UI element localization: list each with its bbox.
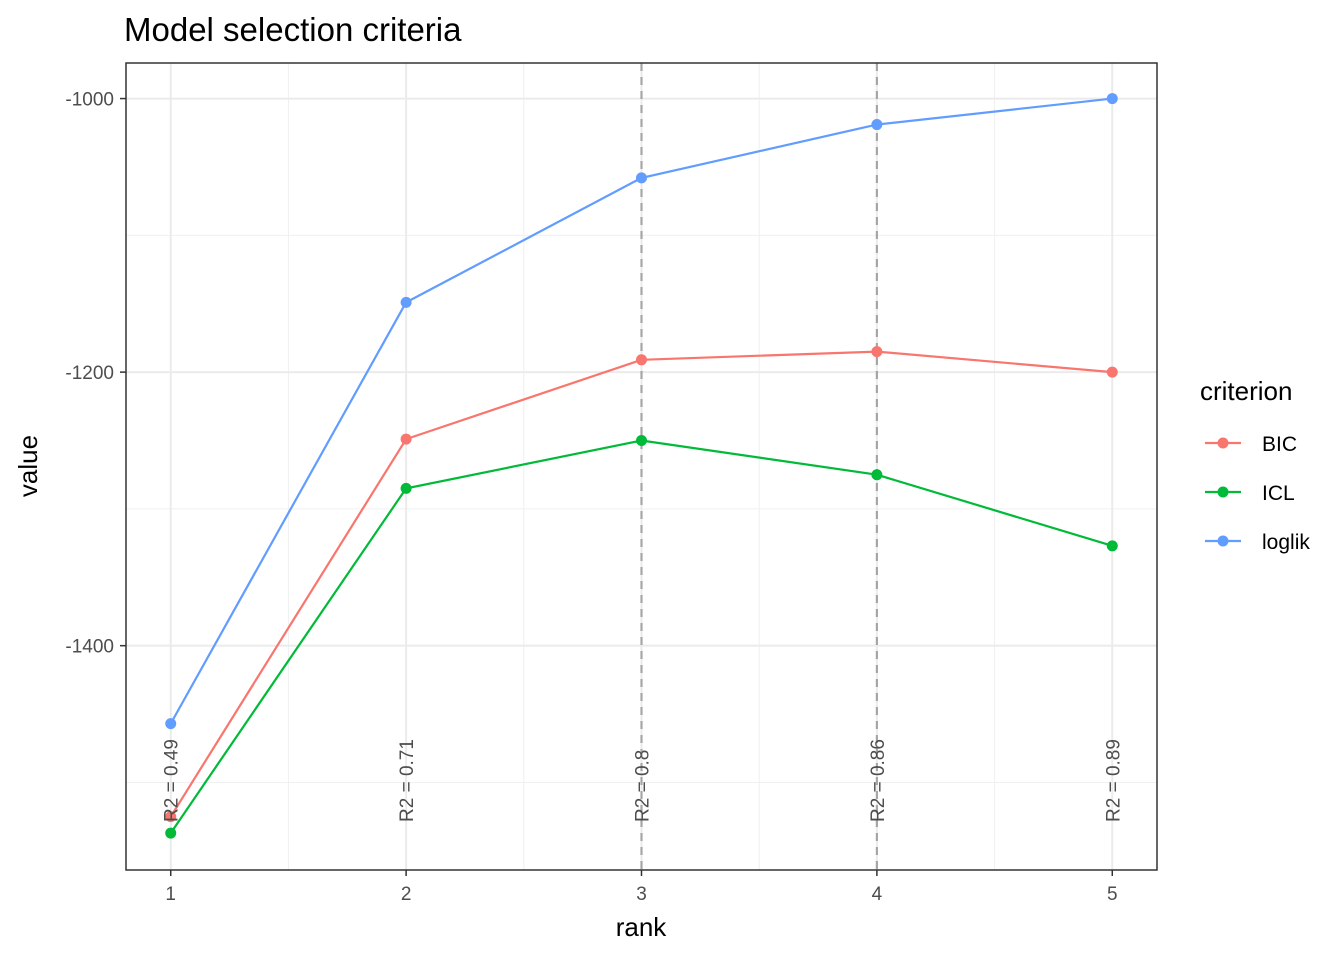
r2-annotation: R2 = 0.71 (397, 739, 418, 822)
y-axis-title: value (13, 435, 43, 497)
x-axis: 1 2 3 4 5 (165, 870, 1118, 905)
x-tick-label: 2 (401, 884, 412, 905)
legend-key-point (1217, 535, 1229, 547)
y-tick-label: -1200 (65, 363, 114, 384)
x-tick-label: 5 (1107, 884, 1118, 905)
data-point-bic (1106, 366, 1118, 378)
data-point-icl (871, 469, 883, 481)
legend-label-loglik: loglik (1262, 531, 1310, 554)
data-point-icl (400, 482, 412, 494)
y-tick-label: -1400 (65, 637, 114, 658)
data-point-icl (636, 435, 647, 447)
x-tick-label: 4 (872, 884, 883, 905)
r2-annotations: R2 = 0.49 R2 = 0.71 R2 = 0.8 R2 = 0.86 R2 = … (162, 739, 1125, 822)
data-point-loglik (1106, 93, 1118, 105)
legend: criterion BIC ICL loglik (1200, 376, 1310, 554)
x-tick-label: 3 (636, 884, 647, 905)
data-point-loglik (636, 172, 647, 184)
series-points (165, 93, 1118, 839)
reference-lines (640, 63, 878, 870)
grid-major (126, 63, 1157, 870)
y-tick-label: -1000 (65, 90, 114, 111)
legend-key-point (1217, 437, 1229, 449)
data-point-bic (636, 354, 647, 366)
chart-title: Model selection criteria (124, 11, 462, 48)
data-point-bic (400, 433, 412, 445)
data-point-bic (871, 346, 883, 358)
r2-annotation: R2 = 0.8 (633, 750, 654, 822)
r2-annotation: R2 = 0.89 (1103, 739, 1124, 822)
data-point-icl (1106, 540, 1118, 552)
y-axis: -1000 -1200 -1400 (65, 90, 126, 658)
data-point-loglik (165, 718, 177, 730)
data-point-icl (165, 827, 177, 839)
data-point-bic (165, 811, 177, 823)
r2-annotation: R2 = 0.86 (868, 739, 889, 822)
x-axis-title: rank (616, 912, 668, 942)
legend-key-point (1217, 486, 1229, 498)
data-point-loglik (871, 119, 883, 131)
legend-label-bic: BIC (1262, 433, 1297, 456)
r2-annotation: R2 = 0.49 (162, 739, 183, 822)
legend-label-icl: ICL (1262, 482, 1295, 505)
data-point-loglik (400, 296, 412, 308)
x-tick-label: 1 (165, 884, 176, 905)
legend-title: criterion (1200, 376, 1292, 406)
